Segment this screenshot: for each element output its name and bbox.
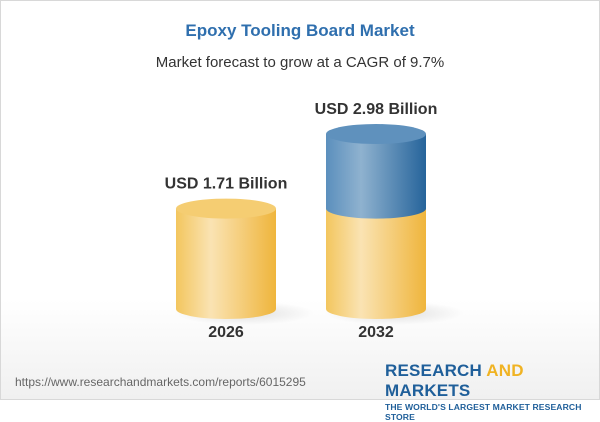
bar-top-2026: [176, 198, 276, 219]
x-label-2032: 2032: [358, 324, 394, 341]
x-label-2026: 2026: [208, 324, 244, 341]
bar-growth-2032: [326, 134, 426, 219]
chart-title: Epoxy Tooling Board Market: [185, 21, 415, 40]
source-url[interactable]: https://www.researchandmarkets.com/repor…: [15, 375, 306, 389]
bar-top-2032: [326, 124, 426, 144]
chart-area: USD 1.71 Billion USD 2.98 Billion 2026 2…: [165, 101, 464, 341]
logo-tagline: THE WORLD'S LARGEST MARKET RESEARCH STOR…: [385, 402, 582, 422]
bar-2026: [176, 208, 276, 319]
data-label-2026: USD 1.71 Billion: [165, 176, 288, 193]
chart-subtitle: Market forecast to grow at a CAGR of 9.7…: [155, 54, 445, 71]
research-and-markets-logo: RESEARCH AND MARKETS THE WORLD'S LARGEST…: [385, 361, 600, 422]
data-label-2032: USD 2.98 Billion: [315, 101, 438, 118]
bar-base-2032: [326, 208, 426, 319]
